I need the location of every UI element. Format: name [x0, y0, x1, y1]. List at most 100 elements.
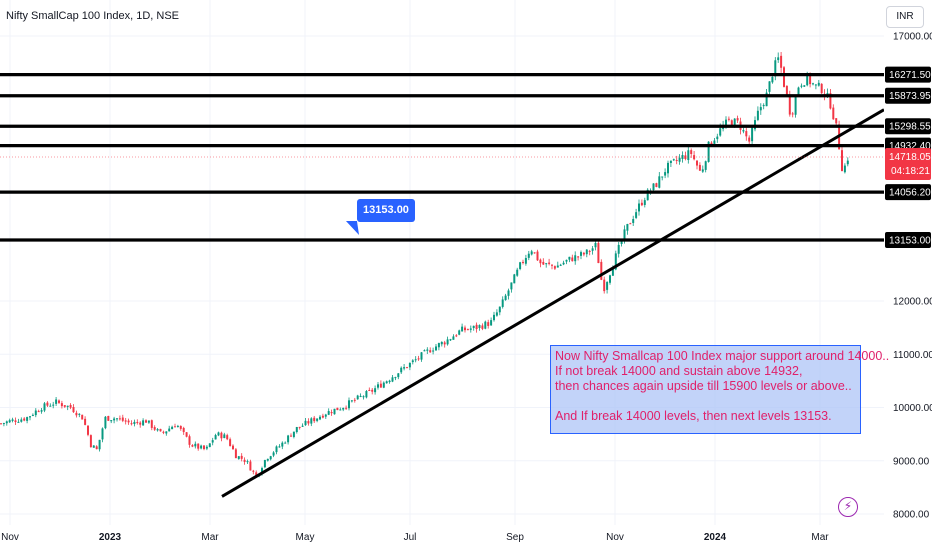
candle-body-101 [292, 431, 295, 437]
candle-body-95 [275, 446, 278, 453]
candle-body-99 [287, 435, 290, 443]
candle-body-145 [420, 352, 423, 360]
callout-label[interactable]: 13153.00 [357, 199, 415, 222]
candle-body-121 [350, 400, 353, 402]
level-tag-1: 15873.95 [889, 91, 931, 102]
candle-body-58 [168, 428, 171, 432]
candle-body-238 [690, 150, 693, 154]
candle-body-5 [14, 420, 17, 423]
candle-body-108 [313, 417, 316, 422]
candle-body-79 [229, 439, 232, 446]
candle-body-215 [623, 229, 626, 242]
candle-body-91 [263, 459, 266, 468]
candle-body-156 [452, 336, 455, 340]
candle-body-270 [783, 67, 785, 87]
candle-body-273 [791, 113, 794, 115]
candle-body-47 [136, 422, 139, 424]
candle-body-261 [756, 110, 759, 120]
candle-body-283 [820, 83, 823, 94]
candle-body-247 [716, 136, 719, 140]
candle-body-203 [588, 250, 591, 252]
candle-body-265 [768, 81, 771, 92]
candle-body-173 [501, 299, 504, 307]
candle-body-242 [701, 169, 704, 172]
candle-body-66 [191, 445, 194, 447]
lightning-icon[interactable]: ⚡ [838, 497, 858, 517]
annotation-box[interactable]: Now Nifty Smallcap 100 Index major suppo… [550, 345, 889, 434]
candle-body-272 [788, 95, 791, 115]
candle-body-62 [179, 425, 182, 429]
candle-body-111 [321, 415, 324, 418]
candle-body-214 [620, 240, 623, 244]
candle-body-216 [626, 223, 629, 231]
candle-body-56 [162, 431, 165, 433]
candle-body-266 [771, 76, 774, 83]
candle-body-253 [733, 118, 736, 127]
trendline[interactable] [221, 108, 885, 498]
candle-body-159 [461, 326, 464, 332]
time-tick-0: Nov [1, 532, 19, 543]
candle-body-258 [748, 137, 751, 142]
candle-body-92 [266, 458, 269, 461]
candle-body-26 [75, 412, 78, 416]
candle-body-33 [95, 446, 98, 450]
candle-body-178 [516, 269, 519, 276]
candle-body-201 [582, 252, 585, 255]
candle-body-281 [814, 84, 817, 86]
price-axis[interactable]: 17000.00 12000.00 11000.00 10000.00 9000.00 8… [884, 0, 932, 550]
candle-body-109 [316, 418, 319, 421]
candle-body-287 [832, 107, 835, 120]
candle-body-118 [342, 407, 345, 410]
candle-body-163 [472, 325, 475, 329]
time-tick-5: Sep [506, 532, 524, 543]
candle-body-12 [34, 410, 37, 416]
candle-body-230 [667, 162, 669, 174]
candle-body-256 [742, 130, 745, 132]
candle-body-112 [324, 414, 327, 417]
candle-body-228 [661, 176, 664, 178]
candle-body-107 [310, 418, 313, 424]
candle-body-176 [510, 282, 513, 290]
candle-body-119 [345, 407, 348, 409]
currency-button[interactable]: INR [886, 6, 924, 28]
candle-body-169 [490, 320, 493, 326]
candle-body-221 [640, 202, 643, 206]
last-price-label: 14718.05 04:18:21 [885, 148, 931, 181]
time-axis[interactable]: Nov 2023 Mar May Jul Sep Nov 2024 Mar [0, 525, 884, 550]
candle-body-53 [153, 427, 156, 430]
candle-body-18 [52, 404, 55, 406]
candle-body-194 [562, 262, 565, 265]
candle-body-0 [0, 423, 2, 425]
candle-body-65 [188, 436, 191, 445]
candle-body-206 [597, 242, 600, 264]
candle-body-213 [617, 244, 620, 254]
candle-body-129 [374, 388, 377, 393]
candle-body-184 [533, 252, 536, 254]
candle-body-83 [240, 455, 243, 459]
candle-body-222 [643, 200, 646, 205]
candle-body-74 [214, 435, 217, 440]
candle-body-264 [765, 92, 768, 107]
candle-body-88 [255, 472, 258, 476]
candle-body-123 [356, 395, 359, 400]
candle-body-115 [333, 408, 336, 415]
candle-body-93 [269, 456, 272, 460]
candle-body-11 [31, 414, 34, 416]
chart-grid [0, 0, 884, 525]
candle-body-77 [223, 434, 226, 439]
candle-body-241 [698, 164, 701, 171]
candle-body-280 [812, 83, 814, 85]
candle-body-23 [66, 405, 69, 407]
candle-body-187 [542, 261, 545, 265]
candle-body-75 [217, 432, 220, 436]
candle-body-73 [211, 440, 214, 443]
candle-body-55 [159, 428, 162, 432]
candle-body-207 [600, 261, 603, 280]
candle-body-278 [806, 73, 809, 86]
candle-body-154 [446, 339, 449, 345]
candle-body-263 [762, 105, 765, 107]
candle-body-217 [629, 223, 632, 225]
annotation-line-2: If not break 14000 and sustain above 149… [555, 364, 803, 378]
price-tick-12000: 12000.00 [893, 297, 932, 308]
